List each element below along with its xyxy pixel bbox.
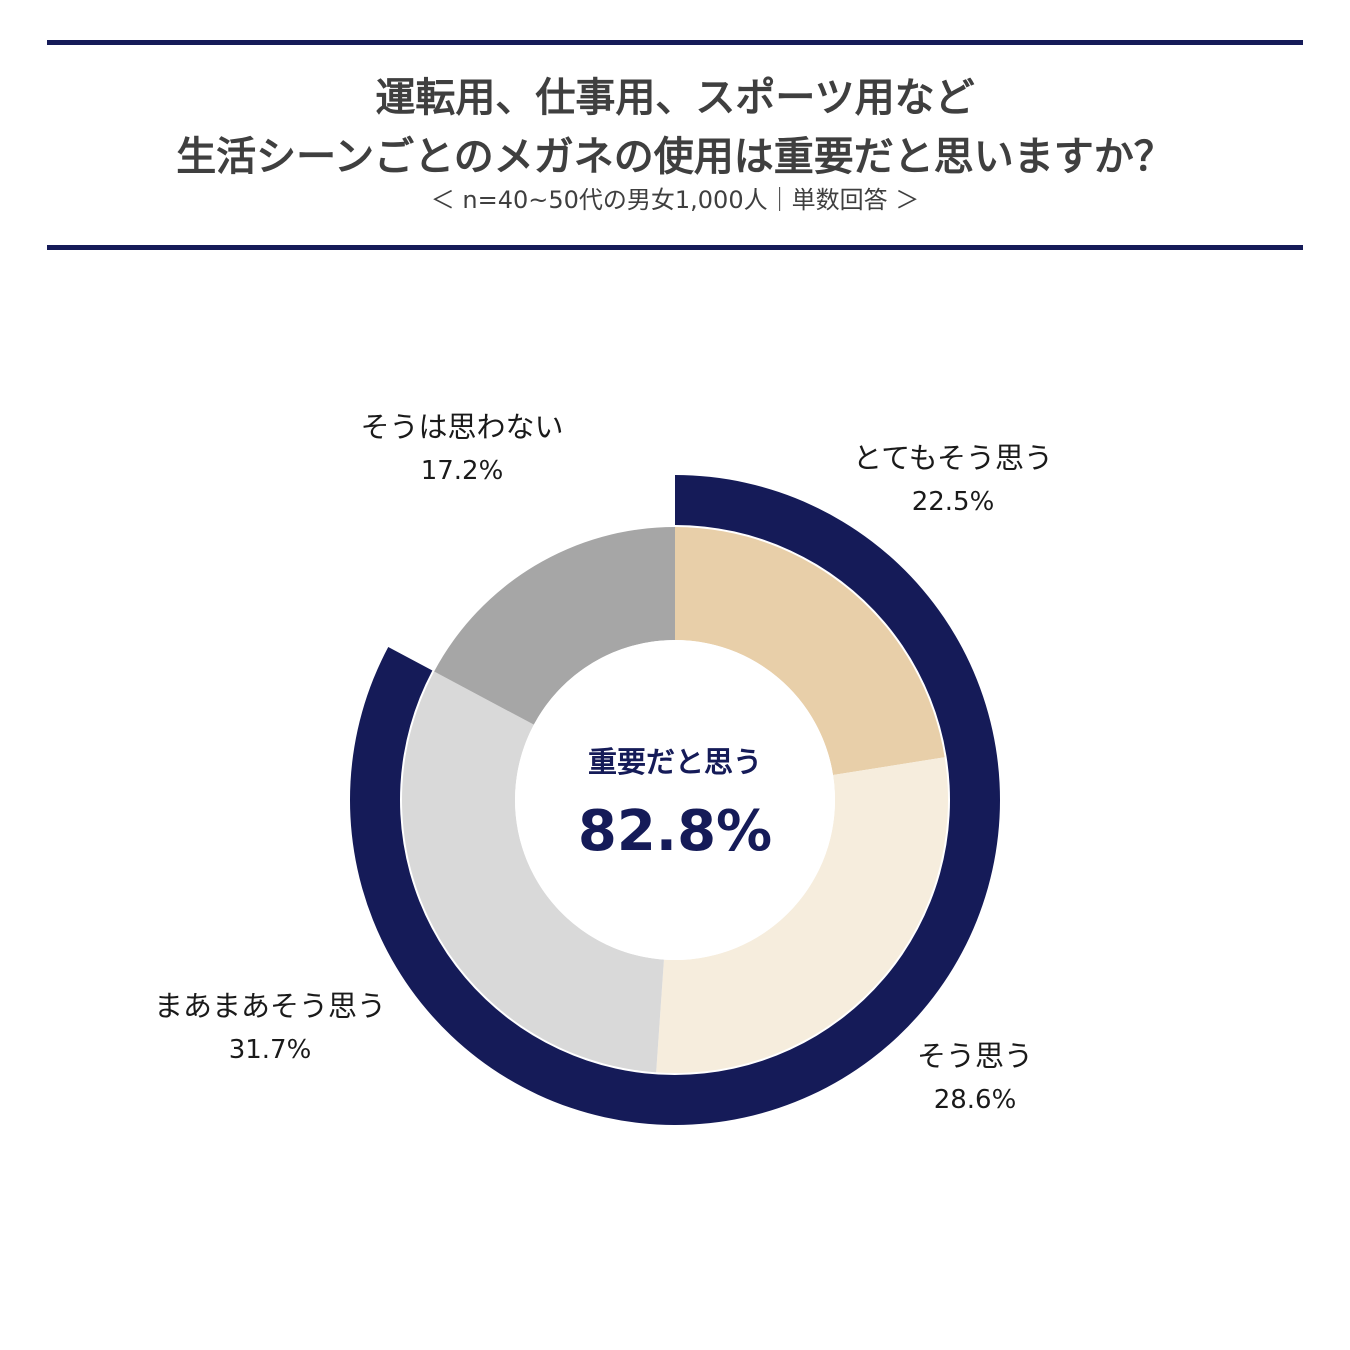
- donut-hole: [515, 640, 835, 960]
- slice-labels-group: とてもそう思う 22.5% そう思う 28.6% まあまあそう思う 31.7% そうは思わな…: [154, 410, 1053, 1115]
- bottom-rule: [47, 245, 1303, 250]
- slice-3: [401, 671, 664, 1073]
- slice-label-4: そうは思わない: [360, 410, 563, 444]
- slice-value-3: 31.7%: [229, 1035, 312, 1065]
- top-rule: [47, 40, 1303, 45]
- slices-group: [401, 527, 948, 1074]
- slice-4: [434, 527, 675, 725]
- slice-label-1: とてもそう思う: [853, 441, 1053, 475]
- center-value: 82.8%: [578, 799, 772, 864]
- slice-value-2: 28.6%: [934, 1085, 1017, 1115]
- slice-value-4: 17.2%: [421, 456, 504, 486]
- chart-title-line2: 生活シーンごとのメガネの使用は重要だと思いますか？: [176, 134, 1174, 180]
- slice-1: [675, 527, 945, 775]
- slice-label-3: まあまあそう思う: [154, 989, 386, 1023]
- slice-2: [656, 757, 948, 1074]
- slice-label-2: そう思う: [917, 1039, 1033, 1073]
- center-label: 重要だと思う: [588, 745, 762, 779]
- chart-title-line1: 運転用、仕事用、スポーツ用など: [375, 75, 975, 121]
- slice-value-1: 22.5%: [912, 487, 995, 517]
- chart-subtitle: ＜ n=40~50代の男女1,000人｜単数回答 ＞: [430, 186, 920, 214]
